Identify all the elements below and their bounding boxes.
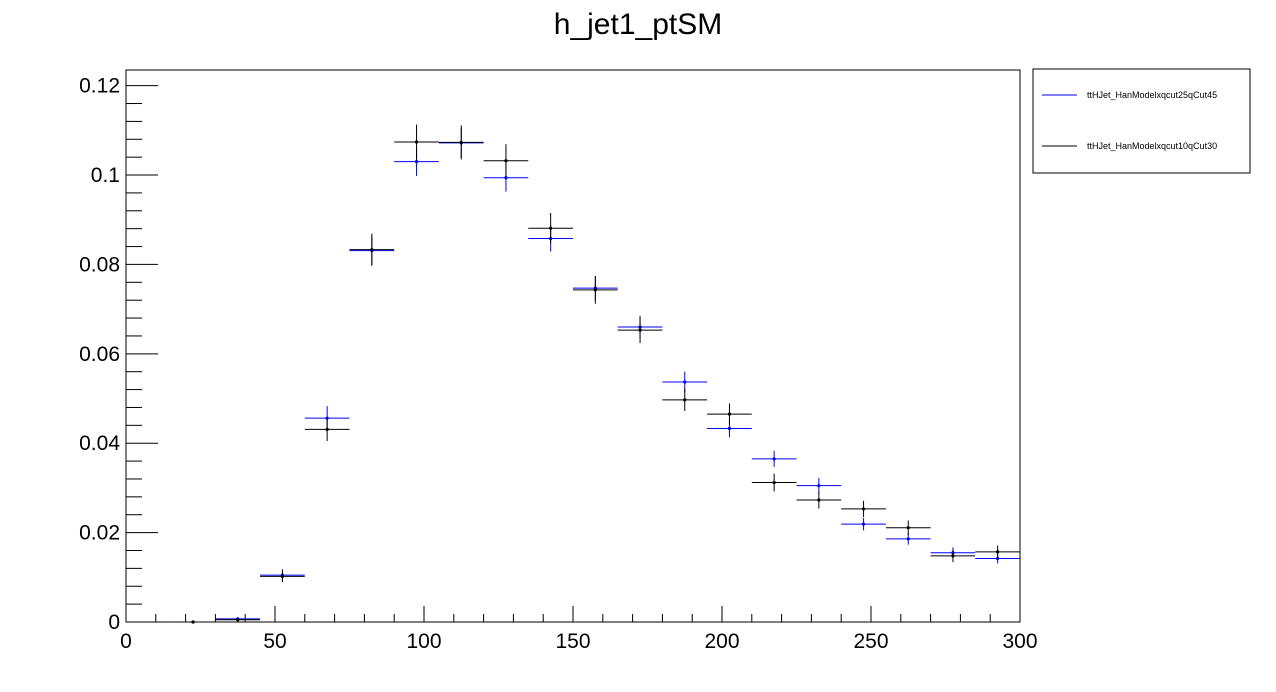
x-tick-label: 50 [263, 630, 286, 653]
marker [280, 574, 285, 579]
marker [817, 484, 821, 488]
marker [727, 412, 732, 416]
marker [236, 618, 240, 622]
marker [504, 176, 508, 180]
y-tick-label: 0.06 [79, 343, 120, 366]
legend-label: ttHJet_HanModelxqcut10qCut30 [1087, 141, 1217, 151]
marker [549, 226, 553, 230]
marker [996, 550, 1000, 554]
data-point [438, 125, 484, 160]
data-point [885, 533, 931, 545]
y-tick-label: 0.12 [79, 75, 120, 98]
marker [414, 160, 419, 164]
marker [996, 556, 1000, 561]
marker [906, 537, 910, 541]
legend-label: ttHJet_HanModelxqcut25qCut45 [1087, 90, 1217, 100]
marker [459, 140, 463, 145]
marker [191, 620, 195, 624]
marker [593, 288, 597, 292]
data-point [662, 388, 708, 412]
data-point [841, 500, 886, 517]
marker [817, 498, 821, 502]
data-point [573, 276, 618, 304]
data-point [170, 620, 216, 624]
data-point [796, 478, 842, 494]
y-tick-label: 0 [108, 611, 120, 634]
data-point [215, 617, 261, 622]
data-point [930, 549, 976, 563]
legend-entry: ttHJet_HanModelxqcut10qCut30 [1042, 141, 1217, 151]
legend: ttHJet_HanModelxqcut25qCut45 ttHJet_HanMo… [1032, 68, 1251, 174]
legend-box [1032, 68, 1251, 174]
series-1 [170, 128, 1020, 624]
marker [861, 507, 866, 511]
legend-entry: ttHJet_HanModelxqcut25qCut45 [1042, 90, 1217, 100]
data-point [349, 233, 395, 266]
data-point [751, 473, 797, 492]
marker [683, 380, 687, 384]
marker [906, 526, 910, 530]
data-point [796, 491, 842, 509]
data-point [975, 545, 1020, 559]
marker [951, 554, 955, 558]
marker [325, 427, 329, 431]
y-tick-label: 0.08 [79, 253, 120, 276]
data-point [707, 403, 752, 425]
plot-axes: 0 50 100 150 200 250 300 0 0.02 0.04 0.06 0.08 0.1 0.… [79, 69, 1038, 653]
marker [414, 140, 419, 144]
data-point [885, 520, 931, 535]
data-point [260, 570, 305, 583]
series-2 [170, 124, 1020, 624]
marker [861, 522, 866, 526]
y-tick-label: 0.04 [79, 432, 120, 455]
y-tick-label: 0.1 [91, 164, 120, 187]
x-tick-label: 0 [120, 630, 132, 653]
data-point [483, 144, 529, 178]
data-point [975, 553, 1020, 564]
data-point [304, 417, 350, 441]
marker [683, 398, 687, 402]
x-tick-label: 200 [704, 630, 739, 653]
marker [370, 248, 374, 252]
marker [504, 159, 508, 163]
marker [638, 328, 642, 332]
data-point [751, 450, 797, 467]
data-point [528, 213, 573, 244]
marker [727, 426, 732, 431]
data-point [841, 517, 886, 531]
x-tick-label: 300 [1002, 630, 1037, 653]
data-point [617, 317, 663, 344]
data-point [394, 124, 439, 160]
x-tick-label: 250 [853, 630, 888, 653]
marker [772, 480, 776, 485]
marker [772, 457, 776, 461]
chart-title: h_jet1_ptSM [554, 8, 722, 41]
x-tick-label: 150 [555, 630, 590, 653]
data-series [170, 124, 1020, 624]
x-tick-label: 100 [406, 630, 441, 653]
y-tick-label: 0.02 [79, 522, 120, 545]
